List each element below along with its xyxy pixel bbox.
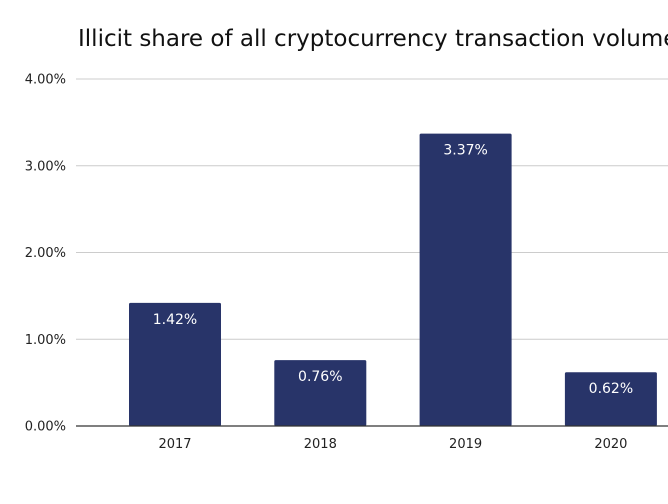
data-label: 1.42% bbox=[153, 312, 197, 328]
x-tick-label: 2020 bbox=[594, 437, 627, 452]
x-tick-label: 2019 bbox=[449, 437, 482, 452]
x-axis-tick-labels: 2017 2018 2019 2020 bbox=[158, 437, 627, 452]
y-tick-label: 4.00% bbox=[25, 73, 66, 88]
bar-2020 bbox=[564, 372, 657, 426]
y-axis-tick-labels: 0.00% 1.00% 2.00% 3.00% 4.00% bbox=[25, 73, 66, 435]
x-tick-label: 2018 bbox=[304, 437, 337, 452]
y-tick-label: 2.00% bbox=[25, 246, 66, 261]
data-label: 0.62% bbox=[589, 381, 633, 397]
data-label: 0.76% bbox=[298, 369, 342, 385]
bar-2017 bbox=[129, 302, 221, 426]
x-tick-label: 2017 bbox=[158, 437, 191, 452]
data-label: 3.37% bbox=[443, 143, 487, 159]
bar-2019 bbox=[419, 133, 512, 426]
chart-title: Illicit share of all cryptocurrency tran… bbox=[78, 26, 668, 52]
y-tick-label: 0.00% bbox=[25, 420, 66, 435]
data-labels: 1.42% 0.76% 3.37% 0.62% bbox=[153, 143, 633, 398]
gridlines bbox=[76, 78, 668, 340]
y-tick-label: 1.00% bbox=[25, 333, 66, 348]
y-tick-label: 3.00% bbox=[25, 159, 66, 174]
bars bbox=[129, 133, 657, 426]
bar-2018 bbox=[274, 360, 367, 426]
